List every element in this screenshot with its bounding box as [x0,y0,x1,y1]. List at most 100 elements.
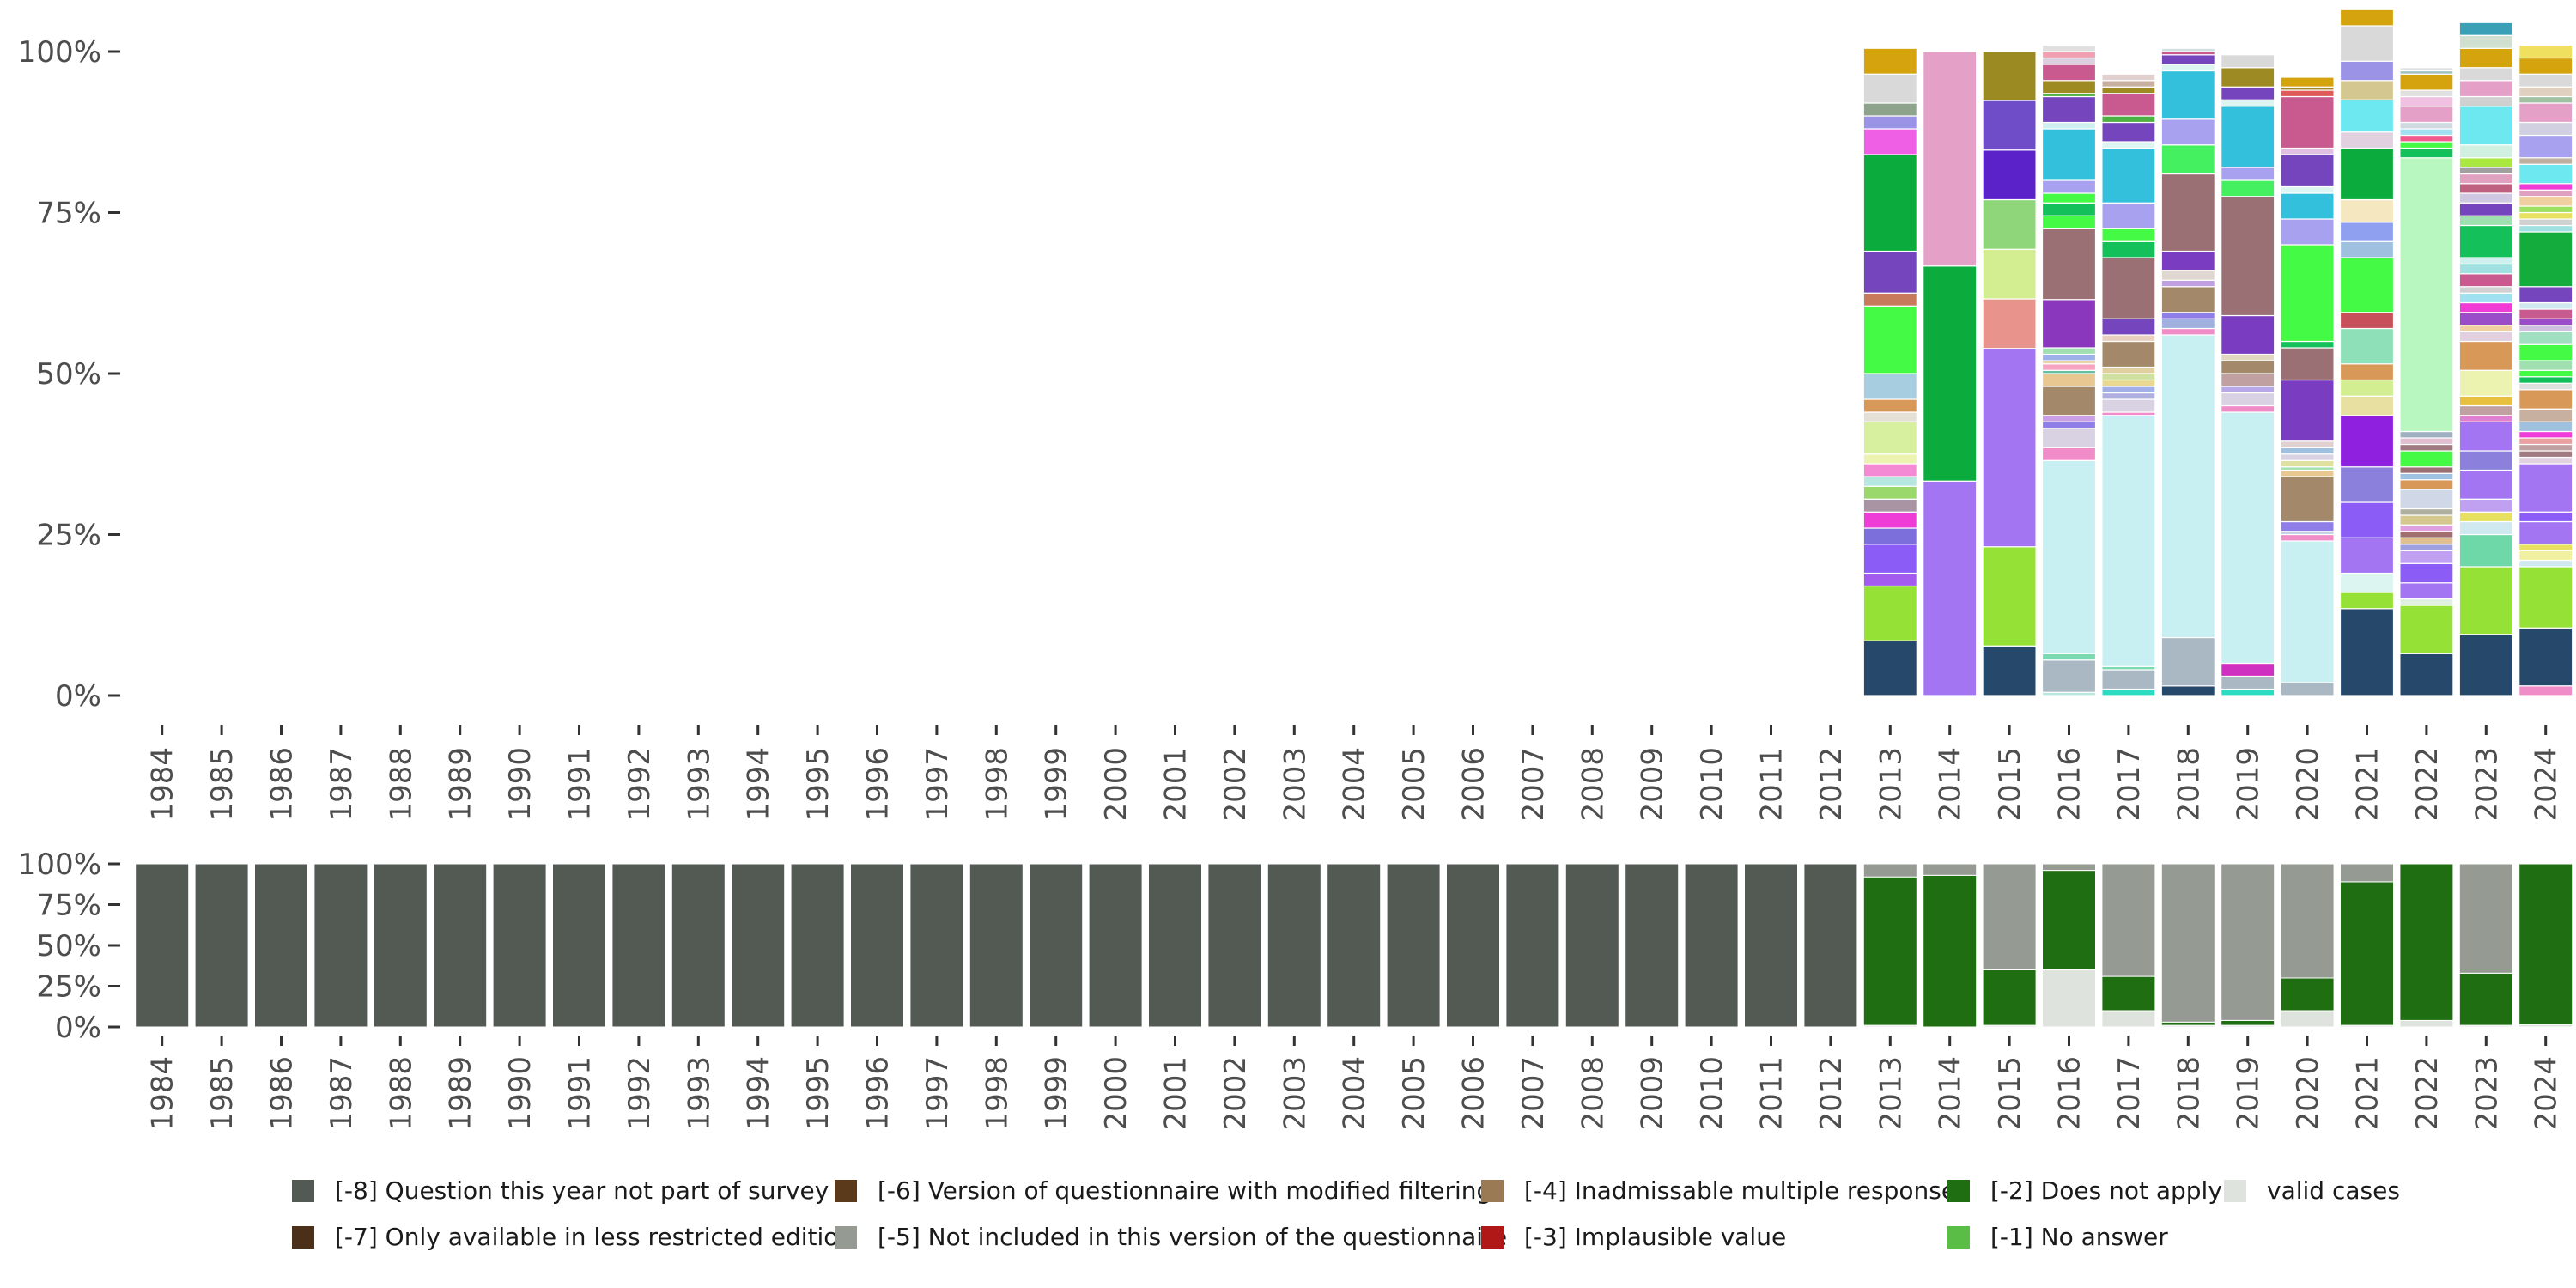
bar-segment [2280,476,2335,523]
bar-segment [2280,469,2335,477]
x-tick-label: 2004 [1338,747,1372,822]
y-tick-label: 50% [36,357,101,392]
bar-segment [2160,636,2215,687]
bar-segment [2518,456,2573,465]
bar-segment [1862,511,1917,529]
bar-segment [2339,60,2395,82]
bar-segment [2399,472,2454,481]
bar-segment [1862,305,1917,374]
x-tick-label: 1992 [623,747,657,822]
bar-segment [2458,415,2513,422]
x-tick-label: 2009 [1636,1056,1670,1131]
bar-segment [1982,348,2037,548]
bar-segment [2041,421,2097,429]
legend-swatch [1481,1179,1504,1202]
x-tick-label: 1997 [920,1056,955,1131]
bar-segment [909,863,964,1028]
x-tick-label: 1999 [1040,747,1074,822]
x-tick-label: 2004 [1338,1056,1372,1131]
bar-segment [1744,863,1798,1028]
legend-item: [-4] Inadmissable multiple response [1481,1176,1956,1205]
bar-segment [2399,128,2454,137]
y-tick-label: 100% [18,848,101,882]
x-tick-label: 1986 [265,1056,300,1131]
x-tick-label: 1996 [861,1056,896,1131]
bar-segment [1982,100,2037,151]
bar-segment [2221,392,2275,407]
bar-segment [2041,653,2097,661]
x-tick-label: 1991 [563,747,598,822]
bar-segment [2518,134,2573,159]
bar-segment [1923,265,1978,482]
bar-segment [2518,421,2573,433]
legend-swatch [835,1179,857,1202]
x-tick-label: 2010 [1695,1056,1729,1131]
bar-segment [2041,192,2097,204]
bar-segment [2041,64,2097,82]
bar-segment [2518,286,2573,304]
x-tick-label: 1998 [980,747,1014,822]
bar-segment [2399,524,2454,532]
bar-segment [2041,659,2097,693]
bar-segment [2041,80,2097,94]
bar-segment [2339,466,2395,503]
legend-item: [-8] Question this year not part of surv… [292,1176,829,1205]
x-tick-label: 2017 [2112,747,2147,822]
y-tick-label: 100% [18,35,101,70]
legend-label: [-3] Implausible value [1524,1223,1787,1251]
bar-segment [2280,977,2335,1012]
bar-segment [2518,685,2573,696]
bar-segment [2339,147,2395,201]
bar-segment [2399,134,2454,143]
x-tick-label: 2024 [2530,1056,2564,1131]
bar-segment [2458,202,2513,216]
bar-segment [2221,688,2275,696]
bar-segment [1862,463,1917,477]
x-tick-label: 2024 [2530,747,2564,822]
legend-item: [-6] Version of questionnaire with modif… [835,1176,1492,1205]
x-tick-label: 1993 [682,1056,716,1131]
bar-segment [2101,115,2156,124]
x-tick-label: 2006 [1457,1056,1492,1131]
bar-segment [2399,537,2454,545]
x-tick-label: 1998 [980,1056,1014,1131]
x-tick-label: 1989 [444,1056,478,1131]
bar-segment [2280,340,2335,349]
bar-segment [2042,969,2096,1028]
bar-segment [2041,128,2097,181]
bar-segment [2280,533,2335,542]
bar-segment [2458,215,2513,227]
x-tick-label: 2000 [1099,747,1133,822]
bar-segment [2339,222,2395,242]
bar-segment [2101,669,2156,690]
bar-segment [2101,340,2156,368]
bar-segment [2101,257,2156,319]
bar-segment [2101,141,2156,149]
bar-segment [1862,498,1917,513]
legend-swatch [835,1225,857,1249]
bar-segment [2458,106,2513,146]
bar-segment [2160,54,2215,65]
bar-segment [2399,605,2454,654]
bar-segment [2399,544,2454,551]
x-tick-label: 2007 [1516,747,1551,822]
bar-segment [1862,373,1917,400]
bar-segment [2221,353,2275,361]
bar-segment [2518,511,2573,523]
bar-segment [2041,95,2097,124]
bar-segment [2280,95,2335,149]
legend-label: [-2] Does not apply [1990,1176,2222,1205]
y-tick-label: 0% [55,679,101,714]
x-tick-label: 1990 [503,747,538,822]
legend-swatch [1947,1179,1970,1202]
bar-segment [2458,273,2513,288]
x-tick-label: 1987 [325,1056,359,1131]
x-tick-label: 1992 [623,1056,657,1131]
bar-segment [2458,157,2513,168]
bar-segment [2221,196,2275,317]
bar-segment [1862,640,1917,696]
x-tick-label: 2013 [1874,1056,1908,1131]
bar-segment [2518,369,2573,378]
bar-segment [2399,479,2454,490]
bar-segment [2518,301,2573,310]
